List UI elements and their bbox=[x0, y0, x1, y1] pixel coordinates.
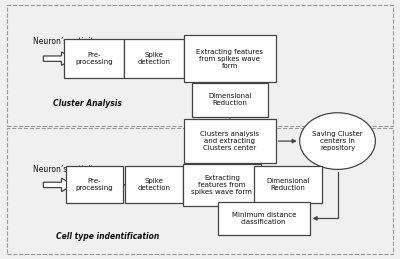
Polygon shape bbox=[43, 52, 74, 65]
Text: Clusters analysis
and extracting
Clusters center: Clusters analysis and extracting Cluster… bbox=[200, 131, 259, 151]
Text: Spike
detection: Spike detection bbox=[138, 52, 171, 65]
FancyBboxPatch shape bbox=[183, 164, 261, 206]
Text: Neuron’s activity: Neuron’s activity bbox=[32, 165, 98, 174]
FancyBboxPatch shape bbox=[254, 166, 322, 203]
Text: Cell type indentification: Cell type indentification bbox=[56, 232, 160, 241]
FancyBboxPatch shape bbox=[218, 202, 310, 235]
FancyBboxPatch shape bbox=[64, 39, 124, 78]
Text: Cluster Analysis: Cluster Analysis bbox=[52, 99, 121, 108]
Text: Neuron’s activity: Neuron’s activity bbox=[32, 37, 98, 46]
Text: Minimum distance
classification: Minimum distance classification bbox=[232, 212, 296, 225]
FancyBboxPatch shape bbox=[66, 166, 123, 203]
FancyBboxPatch shape bbox=[124, 39, 184, 78]
Text: Pre-
processing: Pre- processing bbox=[76, 178, 113, 191]
Text: Extracting
features from
spikes wave form: Extracting features from spikes wave for… bbox=[192, 175, 252, 195]
Text: Dimensional
Reduction: Dimensional Reduction bbox=[266, 178, 309, 191]
Text: Pre-
processing: Pre- processing bbox=[76, 52, 113, 65]
FancyBboxPatch shape bbox=[126, 166, 183, 203]
Text: Saving Cluster
centers in
repository: Saving Cluster centers in repository bbox=[312, 131, 363, 151]
FancyBboxPatch shape bbox=[184, 119, 276, 163]
Text: Dimensional
Reduction: Dimensional Reduction bbox=[208, 93, 252, 106]
Text: Extracting features
from spikes wave
form: Extracting features from spikes wave for… bbox=[196, 49, 263, 69]
Text: Spike
detection: Spike detection bbox=[138, 178, 171, 191]
FancyBboxPatch shape bbox=[192, 83, 268, 117]
FancyBboxPatch shape bbox=[184, 35, 276, 82]
Ellipse shape bbox=[300, 113, 375, 169]
Polygon shape bbox=[43, 178, 74, 192]
